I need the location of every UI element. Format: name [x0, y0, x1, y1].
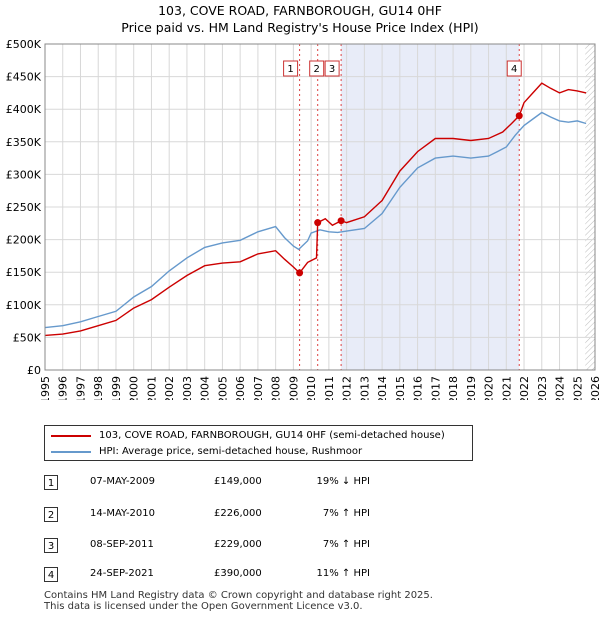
x-tick-label: 2021: [500, 376, 513, 400]
x-tick-label: 2006: [234, 376, 247, 400]
transaction-label-box: [324, 60, 340, 77]
y-tick-label: £450K: [6, 71, 42, 84]
footer-line-2: This data is licensed under the Open Gov…: [44, 601, 363, 612]
x-tick-label: 2012: [341, 376, 354, 400]
x-tick-label: 2020: [483, 376, 496, 400]
legend-label-hpi: HPI: Average price, semi-detached house,…: [99, 446, 363, 457]
property-line-swatch: [51, 435, 91, 437]
transaction-price: £390,000: [214, 568, 262, 579]
transaction-number: 4: [44, 567, 58, 582]
y-tick-label: £50K: [13, 331, 42, 344]
x-tick-label: 2013: [358, 376, 371, 400]
y-tick-label: £350K: [6, 136, 42, 149]
transaction-date: 07-MAY-2009: [90, 476, 156, 487]
series-line: [44, 82, 587, 337]
transaction-row: 3 08-SEP-2011 £229,000 7% ↑ HPI: [0, 538, 600, 556]
transaction-point: [515, 112, 523, 120]
y-tick-label: £100K: [6, 299, 42, 312]
transaction-date: 24-SEP-2021: [90, 568, 154, 579]
transaction-label: 3: [329, 64, 335, 75]
price-chart: £0 £50K £100K £150K £200K £250K £300K £350K £400…: [6, 38, 600, 400]
transaction-point: [314, 219, 322, 227]
x-tick-label: 2016: [412, 376, 425, 400]
x-tick-label: 2022: [518, 376, 531, 400]
y-tick-label: £500K: [6, 38, 42, 51]
x-tick-label: 1998: [92, 376, 105, 400]
x-tick-label: 2004: [199, 376, 212, 400]
transaction-hpi: 7% ↑ HPI: [322, 508, 370, 519]
x-tick-label: 2023: [536, 376, 549, 400]
x-tick-label: 2002: [163, 376, 176, 400]
x-tick-label: 2014: [376, 376, 389, 400]
y-tick-label: £250K: [6, 201, 42, 214]
x-tick-label: 2017: [429, 376, 442, 400]
footer-copyright: Contains HM Land Registry data © Crown c…: [44, 590, 433, 612]
y-tick-label: £400K: [6, 103, 42, 116]
transaction-price: £149,000: [214, 476, 262, 487]
footer-line-1: Contains HM Land Registry data © Crown c…: [44, 590, 433, 601]
chart-legend: 103, COVE ROAD, FARNBOROUGH, GU14 0HF (s…: [44, 425, 473, 461]
transaction-label-box: [506, 60, 522, 77]
x-tick-label: 1996: [57, 376, 70, 400]
transaction-number: 3: [44, 538, 58, 553]
legend-label-property: 103, COVE ROAD, FARNBOROUGH, GU14 0HF (s…: [99, 430, 445, 441]
transaction-hpi: 7% ↑ HPI: [322, 539, 370, 550]
transaction-label-box: [283, 60, 299, 77]
x-tick-label: 2011: [323, 376, 336, 400]
transaction-date: 14-MAY-2010: [90, 508, 156, 519]
x-tick-label: 1999: [110, 376, 123, 400]
y-tick-label: £0: [27, 364, 41, 377]
x-tick-label: 2026: [589, 376, 600, 400]
x-tick-label: 2009: [287, 376, 300, 400]
x-tick-label: 2010: [305, 376, 318, 400]
transaction-date: 08-SEP-2011: [90, 539, 154, 550]
transaction-label: 1: [287, 64, 293, 75]
x-tick-label: 2025: [571, 376, 584, 400]
transaction-label-box: [309, 60, 325, 77]
y-tick-label: £300K: [6, 168, 42, 181]
transaction-number: 2: [44, 507, 58, 522]
transaction-label: 2: [314, 64, 320, 75]
x-tick-label: 1997: [74, 376, 87, 400]
x-tick-label: 2005: [216, 376, 229, 400]
x-tick-label: 2024: [554, 376, 567, 400]
transaction-hpi: 11% ↑ HPI: [316, 568, 370, 579]
plot-frame: [44, 43, 596, 371]
transaction-price: £226,000: [214, 508, 262, 519]
x-tick-label: 2000: [128, 376, 141, 400]
x-tick-label: 2015: [394, 376, 407, 400]
chart-subtitle: Price paid vs. HM Land Registry's House …: [121, 20, 479, 35]
x-tick-label: 2003: [181, 376, 194, 400]
transaction-row: 1 07-MAY-2009 £149,000 19% ↓ HPI: [0, 475, 600, 493]
transaction-point: [296, 269, 304, 277]
transaction-hpi: 19% ↓ HPI: [316, 476, 370, 487]
series-line: [44, 111, 587, 329]
transaction-row: 2 14-MAY-2010 £226,000 7% ↑ HPI: [0, 507, 600, 525]
y-tick-label: £150K: [6, 266, 42, 279]
y-tick-label: £200K: [6, 234, 42, 247]
hpi-line-swatch: [51, 451, 91, 453]
chart-title: 103, COVE ROAD, FARNBOROUGH, GU14 0HF: [158, 3, 442, 18]
x-tick-label: 2018: [447, 376, 460, 400]
transaction-number: 1: [44, 475, 58, 490]
transaction-point: [337, 217, 345, 225]
transaction-label: 4: [511, 64, 517, 75]
x-tick-label: 1995: [39, 376, 52, 400]
x-tick-label: 2007: [252, 376, 265, 400]
x-tick-label: 2001: [145, 376, 158, 400]
x-tick-label: 2019: [465, 376, 478, 400]
transaction-row: 4 24-SEP-2021 £390,000 11% ↑ HPI: [0, 567, 600, 585]
transaction-price: £229,000: [214, 539, 262, 550]
x-tick-label: 2008: [270, 376, 283, 400]
